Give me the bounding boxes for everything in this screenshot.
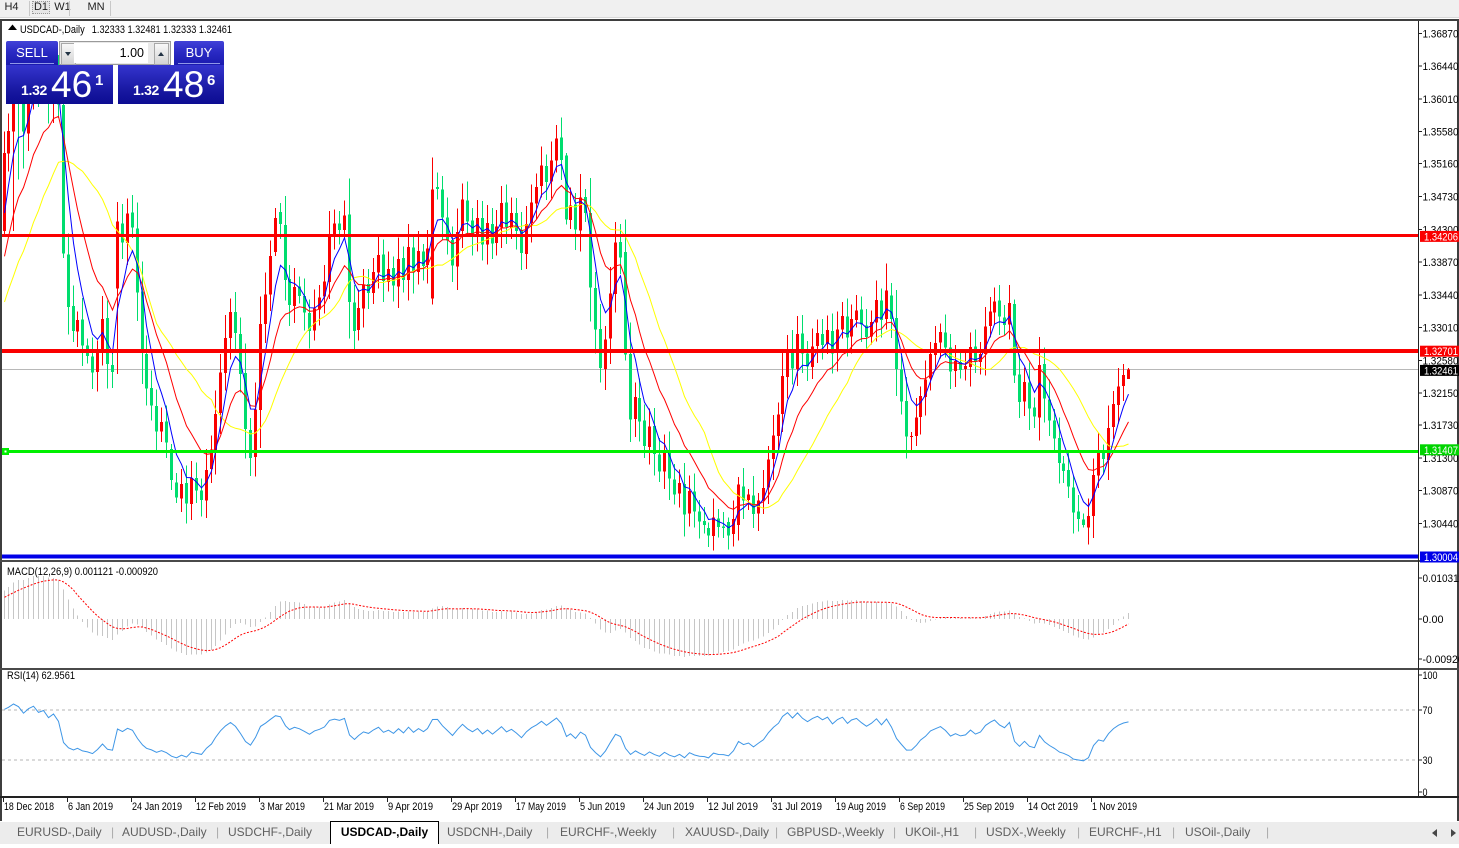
svg-text:1.31407: 1.31407 xyxy=(1424,445,1458,457)
svg-text:0: 0 xyxy=(1423,787,1428,799)
svg-text:70: 70 xyxy=(1423,705,1433,717)
svg-text:1.30004: 1.30004 xyxy=(1424,552,1458,564)
svg-text:3 Mar 2019: 3 Mar 2019 xyxy=(260,801,305,813)
svg-text:12 Feb 2019: 12 Feb 2019 xyxy=(196,801,246,813)
svg-text:14 Oct 2019: 14 Oct 2019 xyxy=(1028,801,1078,813)
svg-text:9 Apr 2019: 9 Apr 2019 xyxy=(388,801,433,813)
svg-text:29 Apr 2019: 29 Apr 2019 xyxy=(452,801,502,813)
svg-text:0.010311: 0.010311 xyxy=(1423,573,1459,585)
svg-text:24 Jun 2019: 24 Jun 2019 xyxy=(644,801,694,813)
svg-text:-0.00920: -0.00920 xyxy=(1423,654,1459,666)
svg-text:MACD(12,26,9) 0.001121 -0.0009: MACD(12,26,9) 0.001121 -0.000920 xyxy=(7,566,158,578)
svg-text:6 Sep 2019: 6 Sep 2019 xyxy=(900,801,945,813)
svg-text:1.36440: 1.36440 xyxy=(1423,61,1459,73)
svg-text:0.00: 0.00 xyxy=(1423,614,1444,626)
svg-text:1.35580: 1.35580 xyxy=(1423,127,1459,139)
svg-text:30: 30 xyxy=(1423,755,1433,767)
svg-text:1.34206: 1.34206 xyxy=(1424,231,1458,243)
svg-text:1.32701: 1.32701 xyxy=(1424,346,1458,358)
svg-text:12 Jul 2019: 12 Jul 2019 xyxy=(708,801,758,813)
svg-text:1.30440: 1.30440 xyxy=(1423,519,1459,531)
svg-text:19 Aug 2019: 19 Aug 2019 xyxy=(836,801,886,813)
svg-text:6 Jan 2019: 6 Jan 2019 xyxy=(68,801,113,813)
svg-text:5 Jun 2019: 5 Jun 2019 xyxy=(580,801,625,813)
svg-text:31 Jul 2019: 31 Jul 2019 xyxy=(772,801,822,813)
svg-text:1.36010: 1.36010 xyxy=(1423,94,1459,106)
svg-text:24 Jan 2019: 24 Jan 2019 xyxy=(132,801,182,813)
svg-text:100: 100 xyxy=(1423,670,1438,682)
svg-text:1.32150: 1.32150 xyxy=(1423,388,1459,400)
svg-text:1.33010: 1.33010 xyxy=(1423,323,1459,335)
svg-text:18 Dec 2018: 18 Dec 2018 xyxy=(4,801,54,813)
svg-text:1 Nov 2019: 1 Nov 2019 xyxy=(1092,801,1137,813)
svg-text:1.30870: 1.30870 xyxy=(1423,486,1459,498)
svg-text:1.31730: 1.31730 xyxy=(1423,420,1459,432)
svg-text:17 May 2019: 17 May 2019 xyxy=(516,801,566,813)
svg-text:1.35160: 1.35160 xyxy=(1423,159,1459,171)
svg-text:1.34730: 1.34730 xyxy=(1423,192,1459,204)
svg-text:1.33440: 1.33440 xyxy=(1423,290,1459,302)
svg-text:25 Sep 2019: 25 Sep 2019 xyxy=(964,801,1014,813)
svg-text:1.33870: 1.33870 xyxy=(1423,257,1459,269)
svg-text:1.36870: 1.36870 xyxy=(1423,28,1459,40)
svg-text:21 Mar 2019: 21 Mar 2019 xyxy=(324,801,374,813)
svg-text:1.32461: 1.32461 xyxy=(1424,365,1458,377)
svg-text:RSI(14) 62.9561: RSI(14) 62.9561 xyxy=(7,670,75,682)
svg-text:USDCAD-,Daily 1.32333 1.32481: USDCAD-,Daily 1.32333 1.32481 1.32333 1.… xyxy=(20,24,232,36)
